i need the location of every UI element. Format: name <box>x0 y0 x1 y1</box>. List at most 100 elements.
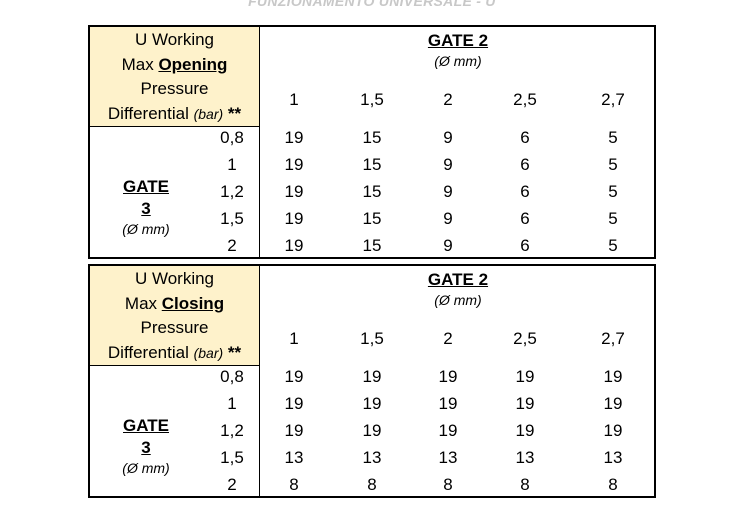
table-header-label: U Working Max Opening Pressure Differential… <box>90 27 260 127</box>
row-header: 1,5 <box>220 448 244 467</box>
column-header: 2,7 <box>601 329 625 348</box>
header-unit: (bar) <box>193 344 224 361</box>
header-max-prefix: Max <box>124 293 162 313</box>
table-cell: 9 <box>443 236 453 255</box>
table-cell: 8 <box>520 475 530 494</box>
gate3-heading: GATE 3 (Ø mm) <box>116 176 176 238</box>
row-header: 1,2 <box>220 182 244 201</box>
table-cell: 9 <box>443 209 453 228</box>
table-cell: 15 <box>362 182 382 201</box>
column-header: 1 <box>289 90 299 109</box>
table-cell: 15 <box>362 128 382 147</box>
table-cell: 13 <box>438 448 458 467</box>
header-differential-word: Differential <box>107 103 194 123</box>
header-line-working: U Working <box>134 30 215 49</box>
table-cell: 19 <box>284 155 304 174</box>
column-header: 1,5 <box>360 329 384 348</box>
table-cell: 15 <box>362 155 382 174</box>
table-cell: 13 <box>515 448 535 467</box>
row-header: 2 <box>227 236 237 255</box>
gate2-unit: (Ø mm) <box>434 292 482 308</box>
table-cell: 19 <box>362 394 382 413</box>
header-mode-word: Closing <box>161 293 225 313</box>
gate3-side-panel: GATE 3 (Ø mm) <box>90 366 260 496</box>
column-header: 2 <box>443 90 453 109</box>
opening-pressure-table: U Working Max Opening Pressure Differential… <box>88 25 656 259</box>
gate3-side-panel: GATE 3 (Ø mm) <box>90 127 260 257</box>
header-stars: ** <box>223 342 242 362</box>
table-cell: 19 <box>284 209 304 228</box>
table-cell: 5 <box>608 236 618 255</box>
closing-pressure-table: U Working Max Closing Pressure Differential… <box>88 264 656 498</box>
table-cell: 6 <box>520 236 530 255</box>
page-header: FUNZIONAMENTO UNIVERSALE - U <box>248 0 496 9</box>
gate2-unit: (Ø mm) <box>434 53 482 69</box>
table-cell: 13 <box>284 448 304 467</box>
table-cell: 13 <box>603 448 623 467</box>
header-line-max: Max Closing <box>90 292 259 317</box>
table-cell: 19 <box>515 367 535 386</box>
header-mode-word: Opening <box>158 54 228 74</box>
column-header: 1 <box>289 329 299 348</box>
row-header: 1,2 <box>220 421 244 440</box>
table-cell: 19 <box>284 394 304 413</box>
table-cell: 6 <box>520 182 530 201</box>
table-cell: 15 <box>362 236 382 255</box>
table-cell: 19 <box>515 394 535 413</box>
table-cell: 5 <box>608 155 618 174</box>
header-line-pressure: Pressure <box>140 79 209 98</box>
table-cell: 6 <box>520 155 530 174</box>
gate2-heading: GATE 2 (Ø mm) <box>260 27 656 70</box>
table-cell: 19 <box>515 421 535 440</box>
table-cell: 6 <box>520 209 530 228</box>
table-cell: 19 <box>362 367 382 386</box>
table-cell: 19 <box>603 421 623 440</box>
column-header: 2,5 <box>513 90 537 109</box>
table-cell: 5 <box>608 182 618 201</box>
row-header: 1 <box>227 155 237 174</box>
header-line-differential: Differential (bar) ** <box>90 341 259 366</box>
table-header-label: U Working Max Closing Pressure Differential… <box>90 266 260 366</box>
column-header: 1,5 <box>360 90 384 109</box>
table-cell: 19 <box>438 394 458 413</box>
table-cell: 19 <box>603 367 623 386</box>
gate2-title: GATE 2 <box>427 31 489 50</box>
table-cell: 9 <box>443 155 453 174</box>
table-cell: 5 <box>608 128 618 147</box>
table-cell: 19 <box>438 367 458 386</box>
table-cell: 19 <box>438 421 458 440</box>
table-cell: 9 <box>443 128 453 147</box>
table-cell: 19 <box>284 236 304 255</box>
header-unit: (bar) <box>193 105 224 122</box>
gate3-unit: (Ø mm) <box>122 460 170 476</box>
table-cell: 8 <box>443 475 453 494</box>
table-cell: 5 <box>608 209 618 228</box>
gate2-title: GATE 2 <box>427 270 489 289</box>
gate3-unit: (Ø mm) <box>122 221 170 237</box>
table-cell: 9 <box>443 182 453 201</box>
table-cell: 15 <box>362 209 382 228</box>
table-cell: 8 <box>289 475 299 494</box>
column-header: 2,7 <box>601 90 625 109</box>
table-cell: 19 <box>284 182 304 201</box>
header-stars: ** <box>223 103 242 123</box>
row-header: 0,8 <box>220 128 244 147</box>
header-line-differential: Differential (bar) ** <box>90 102 259 127</box>
table-cell: 19 <box>284 128 304 147</box>
header-line-working: U Working <box>134 269 215 288</box>
header-line-pressure: Pressure <box>140 318 209 337</box>
table-cell: 19 <box>284 421 304 440</box>
gate3-heading: GATE 3 (Ø mm) <box>116 415 176 477</box>
table-cell: 8 <box>367 475 377 494</box>
table-cell: 8 <box>608 475 618 494</box>
table-cell: 19 <box>284 367 304 386</box>
header-differential-word: Differential <box>107 342 194 362</box>
row-header: 1 <box>227 394 237 413</box>
header-line-max: Max Opening <box>90 53 259 78</box>
row-header: 2 <box>227 475 237 494</box>
gate3-title: GATE 3 <box>123 177 169 218</box>
row-header: 0,8 <box>220 367 244 386</box>
table-cell: 19 <box>362 421 382 440</box>
header-max-prefix: Max <box>121 54 159 74</box>
row-header: 1,5 <box>220 209 244 228</box>
